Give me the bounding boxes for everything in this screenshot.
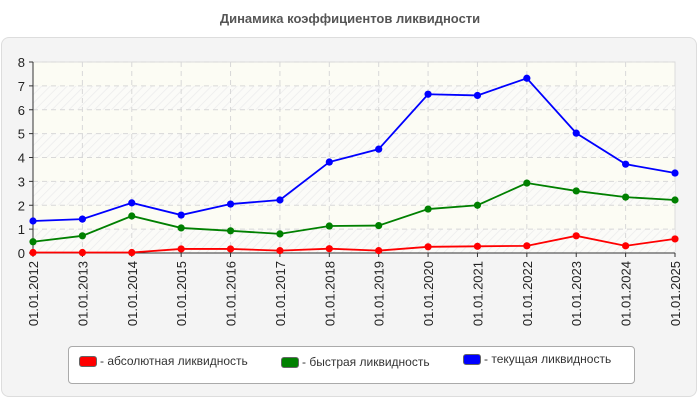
legend-label: - абсолютная ликвидность: [100, 354, 248, 368]
data-point[interactable]: [325, 222, 333, 230]
data-point[interactable]: [523, 74, 531, 82]
data-point[interactable]: [325, 158, 333, 166]
data-point[interactable]: [177, 224, 185, 232]
y-tick-label: 1: [18, 222, 25, 237]
x-tick-label: 01.01.2016: [224, 261, 239, 326]
data-point[interactable]: [375, 221, 383, 230]
data-point[interactable]: [78, 232, 86, 240]
x-tick-label: 01.01.2022: [520, 261, 535, 326]
x-tick-label: 01.01.2019: [372, 261, 387, 326]
chart-title: Динамика коэффициентов ликвидности: [219, 11, 481, 26]
legend-swatch-blue: [463, 353, 481, 365]
y-tick-label: 7: [18, 79, 25, 94]
data-point[interactable]: [276, 247, 284, 255]
data-point[interactable]: [128, 199, 136, 207]
data-point[interactable]: [375, 247, 383, 255]
data-point[interactable]: [78, 215, 86, 223]
legend-item-current: - текущая ликвидность: [463, 352, 611, 366]
legend-label: - быстрая ликвидность: [302, 355, 430, 369]
y-tick-label: 0: [18, 246, 25, 261]
data-point[interactable]: [226, 245, 235, 253]
y-tick-label: 6: [18, 103, 25, 118]
chart-legend: - абсолютная ликвидность - быстрая ликви…: [68, 346, 635, 384]
data-point[interactable]: [671, 169, 679, 177]
legend-swatch-red: [79, 355, 97, 367]
y-tick-label: 8: [18, 55, 25, 70]
data-point[interactable]: [523, 179, 531, 187]
legend-item-quick: - быстрая ликвидность: [281, 355, 430, 369]
series-line: [33, 234, 676, 254]
data-point[interactable]: [424, 90, 432, 98]
x-tick-label: 01.01.2020: [421, 261, 436, 326]
legend-swatch-green: [281, 356, 299, 368]
data-point[interactable]: [473, 201, 482, 209]
data-point[interactable]: [276, 196, 284, 204]
data-point[interactable]: [473, 242, 482, 250]
series-line: [32, 182, 676, 243]
data-point[interactable]: [325, 245, 333, 253]
data-point[interactable]: [572, 232, 580, 240]
data-point[interactable]: [671, 235, 679, 243]
line-chart: 0 1 2 3 4 5 6 7 8 01.01.2012 01.01.2013 01.01.2014 0…: [18, 55, 683, 326]
data-point[interactable]: [29, 248, 37, 257]
data-point[interactable]: [29, 217, 37, 225]
data-point[interactable]: [375, 145, 383, 153]
x-tick-label: 01.01.2017: [273, 261, 288, 326]
data-point[interactable]: [622, 160, 630, 168]
y-tick-label: 5: [18, 127, 25, 142]
x-tick-label: 01.01.2012: [26, 261, 41, 326]
x-tick-label: 01.01.2021: [470, 261, 485, 326]
data-point[interactable]: [128, 248, 136, 257]
x-tick-label: 01.01.2013: [75, 261, 90, 326]
x-tick-label: 01.01.2015: [174, 261, 189, 326]
data-point[interactable]: [177, 211, 185, 219]
data-point[interactable]: [226, 200, 235, 208]
data-point[interactable]: [177, 245, 185, 253]
data-point[interactable]: [572, 187, 580, 195]
data-point[interactable]: [572, 129, 580, 137]
data-point[interactable]: [622, 193, 630, 201]
x-tick-label: 01.01.2024: [619, 261, 634, 326]
data-point[interactable]: [424, 243, 432, 251]
x-tick-label: 01.01.2023: [569, 261, 584, 326]
data-point[interactable]: [128, 212, 136, 220]
data-point[interactable]: [226, 227, 235, 235]
y-tick-label: 3: [18, 174, 25, 189]
x-tick-label: 01.01.2018: [322, 261, 337, 326]
data-point[interactable]: [671, 196, 679, 204]
legend-label: - текущая ликвидность: [484, 352, 612, 366]
y-tick-label: 4: [18, 151, 25, 166]
data-point[interactable]: [424, 205, 432, 213]
x-tick-label: 01.01.2025: [668, 261, 683, 326]
data-point[interactable]: [29, 238, 37, 246]
data-point[interactable]: [276, 230, 284, 238]
legend-item-absolute: - абсолютная ликвидность: [79, 354, 248, 368]
series-line: [32, 77, 676, 222]
y-tick-label: 2: [18, 198, 25, 213]
data-point[interactable]: [78, 248, 86, 257]
data-point[interactable]: [622, 242, 630, 250]
x-tick-label: 01.01.2014: [125, 261, 140, 326]
data-point[interactable]: [473, 91, 482, 100]
data-point[interactable]: [523, 242, 531, 250]
